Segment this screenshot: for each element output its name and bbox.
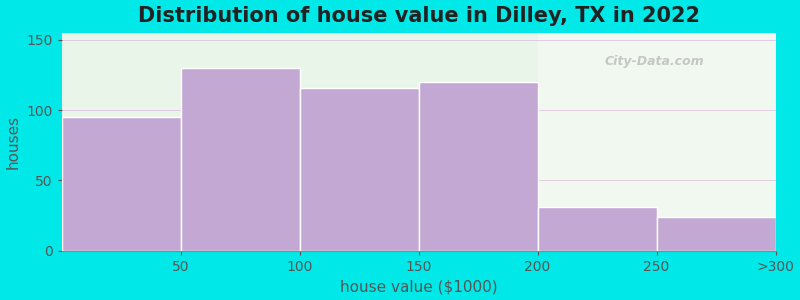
Y-axis label: houses: houses xyxy=(6,115,21,169)
Bar xyxy=(62,117,181,251)
Bar xyxy=(538,207,657,251)
Bar xyxy=(538,33,775,251)
Text: City-Data.com: City-Data.com xyxy=(604,55,704,68)
Bar xyxy=(181,68,299,251)
Bar xyxy=(299,88,418,251)
Bar xyxy=(418,82,538,251)
Title: Distribution of house value in Dilley, TX in 2022: Distribution of house value in Dilley, T… xyxy=(138,6,699,26)
X-axis label: house value ($1000): house value ($1000) xyxy=(340,279,498,294)
Bar xyxy=(657,217,775,251)
